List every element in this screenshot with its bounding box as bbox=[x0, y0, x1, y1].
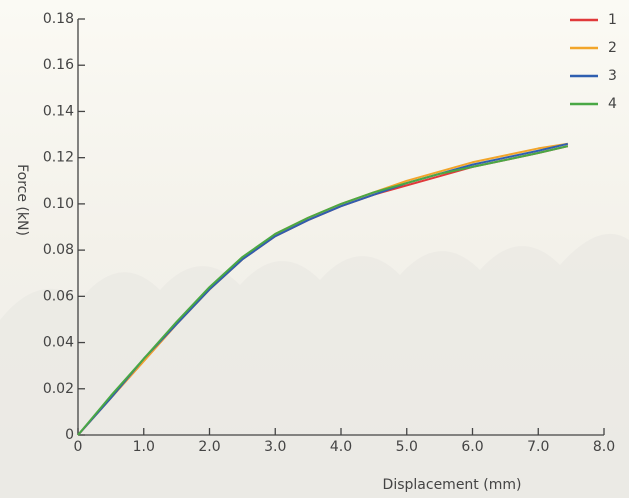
background-decoration bbox=[0, 233, 629, 498]
legend-label: 1 bbox=[608, 12, 617, 28]
x-tick-label: 7.0 bbox=[527, 439, 549, 455]
x-tick-label: 3.0 bbox=[264, 439, 286, 455]
y-tick-label: 0.04 bbox=[43, 335, 74, 351]
legend-label: 2 bbox=[608, 40, 617, 56]
x-axis-label: Displacement (mm) bbox=[383, 477, 522, 493]
x-tick-label: 2.0 bbox=[198, 439, 220, 455]
legend-label: 4 bbox=[608, 96, 617, 112]
x-tick-label: 1.0 bbox=[133, 439, 155, 455]
y-tick-label: 0.08 bbox=[43, 242, 74, 258]
y-tick-label: 0.06 bbox=[43, 288, 74, 304]
x-tick-label: 8.0 bbox=[593, 439, 615, 455]
x-tick-label: 0 bbox=[74, 439, 83, 455]
legend-label: 3 bbox=[608, 68, 617, 84]
series-line bbox=[77, 145, 569, 436]
y-tick-label: 0.18 bbox=[43, 11, 74, 27]
x-tick-label: 5.0 bbox=[396, 439, 418, 455]
y-tick-label: 0.12 bbox=[43, 150, 74, 166]
y-axis-label: Force (kN) bbox=[14, 164, 30, 236]
y-tick-label: 0.14 bbox=[43, 103, 74, 119]
x-tick-label: 4.0 bbox=[330, 439, 352, 455]
y-tick-label: 0.16 bbox=[43, 57, 74, 73]
y-tick-label: 0.10 bbox=[43, 196, 74, 212]
y-tick-label: 0.02 bbox=[43, 381, 74, 397]
x-tick-label: 6.0 bbox=[461, 439, 483, 455]
y-tick-label: 0 bbox=[65, 427, 74, 443]
